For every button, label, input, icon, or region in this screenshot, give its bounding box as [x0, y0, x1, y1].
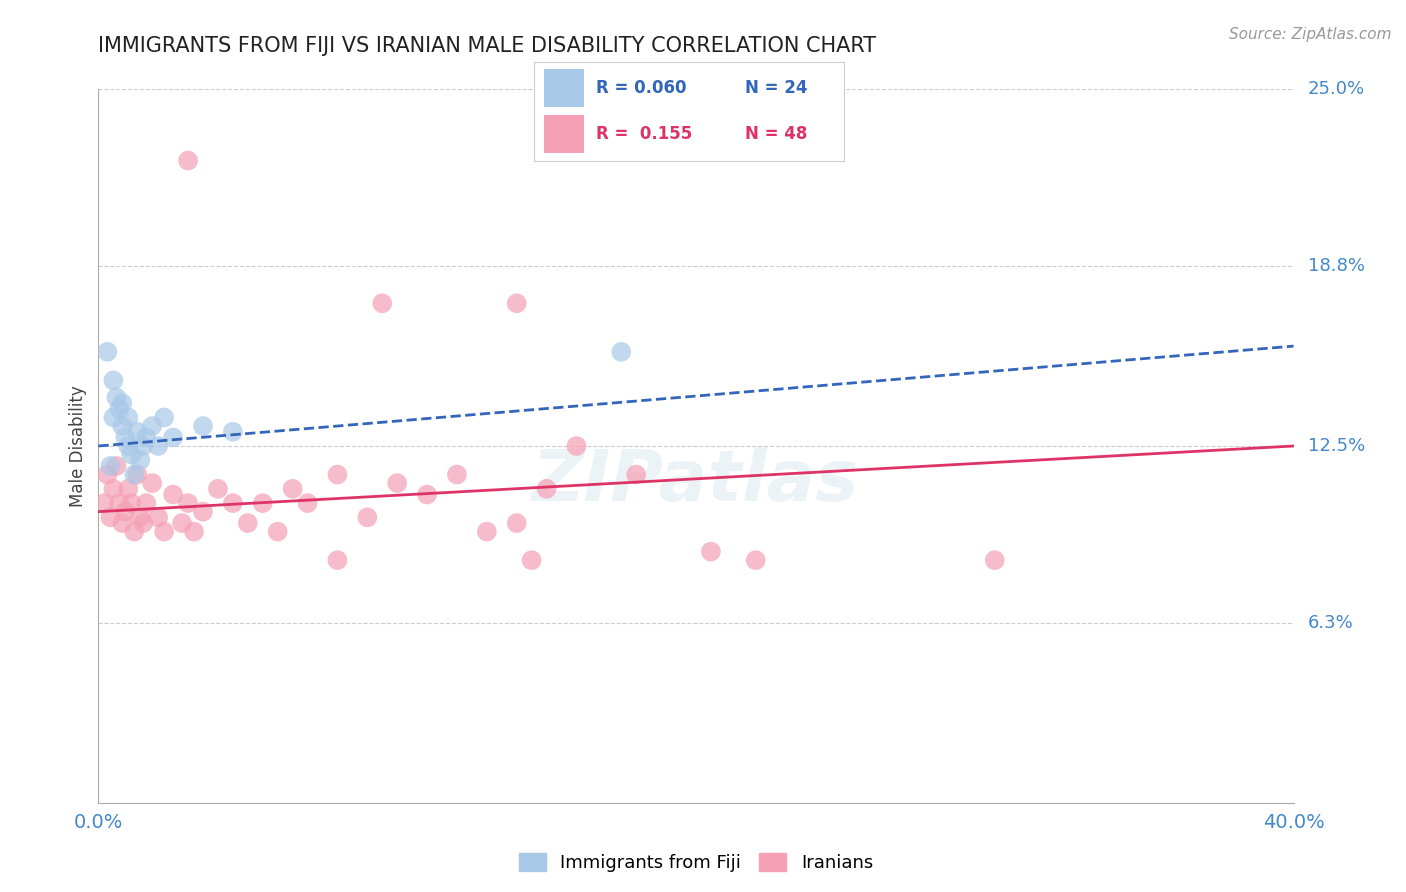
- Text: R = 0.060: R = 0.060: [596, 79, 686, 97]
- Point: [446, 467, 468, 482]
- Point: [183, 524, 205, 539]
- Point: [281, 482, 304, 496]
- Text: 6.3%: 6.3%: [1308, 614, 1354, 632]
- Text: IMMIGRANTS FROM FIJI VS IRANIAN MALE DISABILITY CORRELATION CHART: IMMIGRANTS FROM FIJI VS IRANIAN MALE DIS…: [98, 36, 876, 55]
- Point: [177, 153, 200, 168]
- Point: [108, 496, 131, 510]
- Text: 18.8%: 18.8%: [1308, 257, 1365, 275]
- Point: [105, 458, 128, 473]
- Point: [114, 505, 136, 519]
- Point: [129, 510, 152, 524]
- Point: [700, 544, 723, 558]
- Point: [132, 516, 155, 530]
- Point: [105, 391, 128, 405]
- Point: [536, 482, 558, 496]
- Text: 12.5%: 12.5%: [1308, 437, 1365, 455]
- Point: [153, 524, 176, 539]
- Point: [326, 553, 349, 567]
- Point: [108, 401, 131, 416]
- Point: [475, 524, 498, 539]
- Point: [191, 505, 214, 519]
- Point: [222, 425, 245, 439]
- Point: [93, 496, 115, 510]
- Point: [162, 487, 184, 501]
- Point: [172, 516, 194, 530]
- Point: [222, 496, 245, 510]
- Point: [326, 467, 349, 482]
- Point: [111, 516, 134, 530]
- Point: [610, 344, 633, 359]
- Point: [252, 496, 274, 510]
- Point: [191, 419, 214, 434]
- Point: [96, 344, 118, 359]
- Point: [141, 419, 163, 434]
- Point: [162, 430, 184, 444]
- Point: [127, 425, 149, 439]
- Point: [129, 453, 152, 467]
- Point: [356, 510, 378, 524]
- Point: [135, 496, 157, 510]
- Point: [111, 396, 134, 410]
- Point: [98, 458, 122, 473]
- Point: [117, 439, 139, 453]
- Point: [127, 467, 149, 482]
- Point: [141, 476, 163, 491]
- Point: [385, 476, 409, 491]
- Text: 25.0%: 25.0%: [1308, 80, 1365, 98]
- Point: [111, 419, 134, 434]
- Point: [103, 373, 125, 387]
- Point: [132, 439, 155, 453]
- Point: [745, 553, 768, 567]
- Text: Source: ZipAtlas.com: Source: ZipAtlas.com: [1229, 27, 1392, 42]
- Text: N = 24: N = 24: [745, 79, 807, 97]
- Point: [177, 496, 200, 510]
- Point: [103, 410, 125, 425]
- Bar: [544, 70, 583, 107]
- Point: [236, 516, 259, 530]
- Point: [207, 482, 229, 496]
- Point: [371, 296, 394, 310]
- Point: [135, 430, 157, 444]
- Bar: [544, 115, 583, 153]
- Point: [96, 467, 118, 482]
- Point: [103, 482, 125, 496]
- Point: [124, 467, 146, 482]
- Point: [148, 439, 170, 453]
- Point: [506, 296, 529, 310]
- Point: [98, 510, 122, 524]
- Text: R =  0.155: R = 0.155: [596, 125, 692, 143]
- Point: [983, 553, 1005, 567]
- Point: [153, 410, 176, 425]
- Point: [117, 410, 139, 425]
- Point: [297, 496, 319, 510]
- Point: [624, 467, 647, 482]
- Legend: Immigrants from Fiji, Iranians: Immigrants from Fiji, Iranians: [512, 846, 880, 880]
- Point: [124, 524, 146, 539]
- Text: ZIPatlas: ZIPatlas: [533, 447, 859, 516]
- Point: [120, 448, 142, 462]
- Point: [267, 524, 290, 539]
- Y-axis label: Male Disability: Male Disability: [69, 385, 87, 507]
- Text: N = 48: N = 48: [745, 125, 807, 143]
- Point: [114, 430, 136, 444]
- Point: [506, 516, 529, 530]
- Point: [117, 482, 139, 496]
- Point: [148, 510, 170, 524]
- Point: [565, 439, 588, 453]
- Point: [520, 553, 543, 567]
- Point: [120, 496, 142, 510]
- Point: [416, 487, 439, 501]
